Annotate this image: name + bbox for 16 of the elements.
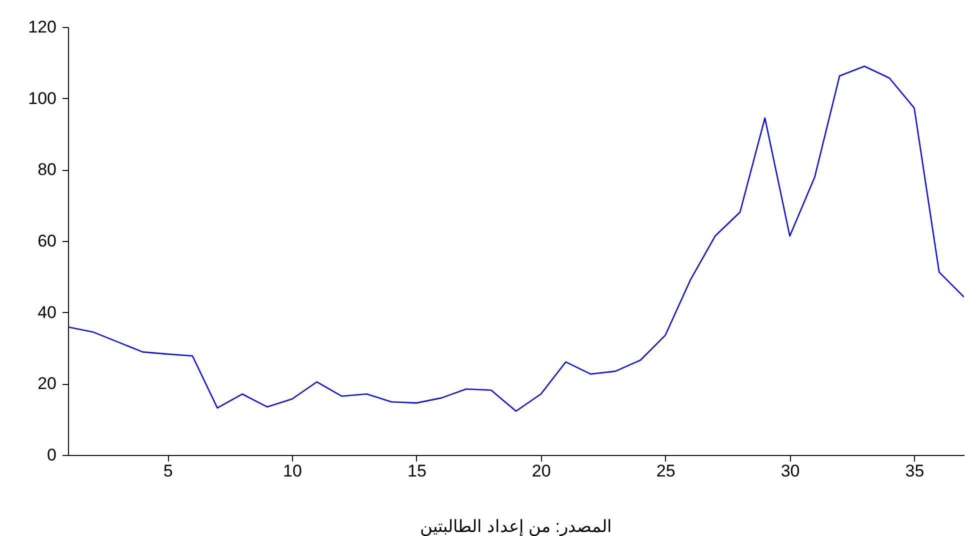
x-tick-label: 15: [407, 462, 426, 480]
y-tick-label: 120: [28, 18, 56, 36]
text: المصدر: من إعداد الطالبتين: [420, 517, 612, 536]
x-tick-label: 35: [905, 462, 924, 480]
y-tick-label: 80: [38, 160, 56, 180]
y-tick-label: 20: [38, 374, 56, 394]
y-tick-label: 40: [38, 302, 56, 322]
x-tick-label: 5: [163, 462, 173, 480]
y-tick-label: 0: [47, 446, 56, 464]
x-tick-label: 30: [780, 462, 800, 480]
y-tick-label: 60: [38, 232, 56, 250]
x-tick-label: 20: [532, 462, 551, 480]
x-tick-label: 25: [656, 462, 676, 480]
line-series: [68, 66, 964, 412]
y-tick-label: 100: [28, 88, 56, 108]
x-tick-label: 10: [283, 462, 302, 480]
